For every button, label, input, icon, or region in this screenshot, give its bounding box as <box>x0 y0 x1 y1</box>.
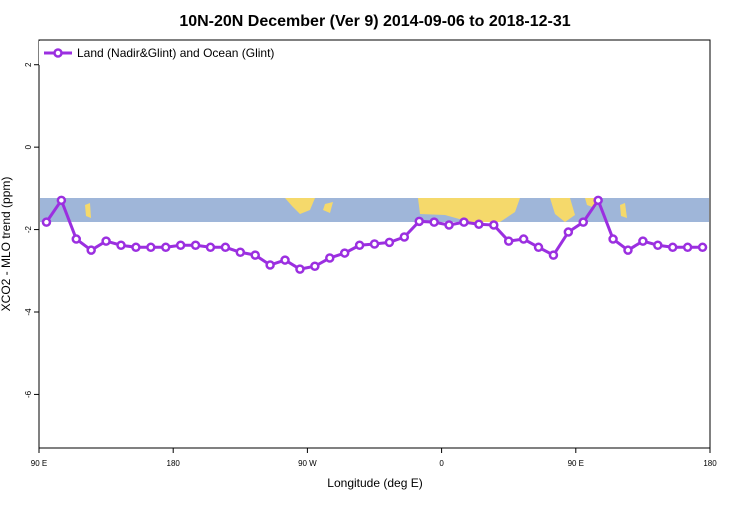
data-point <box>310 261 320 272</box>
data-point <box>339 248 350 258</box>
data-point <box>56 195 67 206</box>
legend-marker <box>53 48 63 58</box>
map-land <box>85 203 91 218</box>
x-tick-label: 180 <box>167 459 181 468</box>
data-point <box>116 240 126 250</box>
chart-title: 10N-20N December (Ver 9) 2014-09-06 to 2… <box>179 13 570 30</box>
data-point <box>459 217 469 227</box>
data-point <box>638 236 648 246</box>
data-point <box>325 253 335 263</box>
data-point <box>697 242 708 253</box>
data-point <box>548 250 559 260</box>
data-point <box>71 234 82 244</box>
data-point <box>354 240 365 250</box>
legend-box <box>39 41 289 65</box>
data-point <box>563 227 574 237</box>
x-tick-label: 180 <box>703 459 717 468</box>
data-point <box>280 255 290 265</box>
data-point <box>175 240 186 250</box>
data-point <box>623 245 633 255</box>
data-point <box>265 260 275 270</box>
data-point <box>667 242 678 253</box>
data-point <box>235 247 246 257</box>
map-land <box>418 198 520 222</box>
y-axis-label: XCO2 - MLO trend (ppm) <box>0 177 13 312</box>
x-tick-label: 90 W <box>298 459 317 468</box>
x-tick-label: 90 E <box>568 459 584 468</box>
map-land <box>550 198 575 222</box>
data-point <box>101 236 111 246</box>
data-point <box>533 242 544 253</box>
data-point <box>384 237 395 248</box>
data-point <box>503 236 514 246</box>
data-point <box>429 217 439 227</box>
data-point <box>250 250 260 260</box>
x-tick-label: 90 E <box>31 459 47 468</box>
data-point <box>474 219 484 229</box>
data-point <box>489 220 499 230</box>
x-axis-label: Longitude (deg E) <box>327 476 422 490</box>
map-land <box>620 203 627 218</box>
data-point <box>205 242 216 253</box>
data-point <box>578 217 589 227</box>
data-point <box>593 195 603 206</box>
data-point <box>295 264 305 274</box>
data-point <box>369 239 380 249</box>
map-land <box>323 202 333 213</box>
y-tick-label: 0 <box>24 144 33 149</box>
data-point <box>220 242 231 253</box>
legend-label: Land (Nadir&Glint) and Ocean (Glint) <box>77 46 274 60</box>
data-point <box>131 242 141 253</box>
data-point <box>41 217 52 227</box>
data-point <box>608 234 618 244</box>
data-point <box>444 220 454 230</box>
data-point <box>653 240 663 250</box>
y-tick-label: -4 <box>24 308 33 316</box>
map-land <box>285 198 315 214</box>
map-strip <box>40 198 709 222</box>
data-point <box>414 216 424 227</box>
y-tick-label: -2 <box>24 225 33 233</box>
data-point <box>86 245 96 255</box>
data-point <box>518 234 529 244</box>
map-ocean <box>40 198 709 222</box>
data-point <box>190 240 201 250</box>
data-point <box>682 242 693 253</box>
y-tick-label: -6 <box>24 390 33 398</box>
plot-frame <box>38 39 711 449</box>
data-point <box>146 242 156 253</box>
data-point <box>160 242 171 253</box>
x-tick-label: 0 <box>439 459 444 468</box>
y-tick-label: 2 <box>24 62 33 67</box>
data-point <box>399 232 410 242</box>
